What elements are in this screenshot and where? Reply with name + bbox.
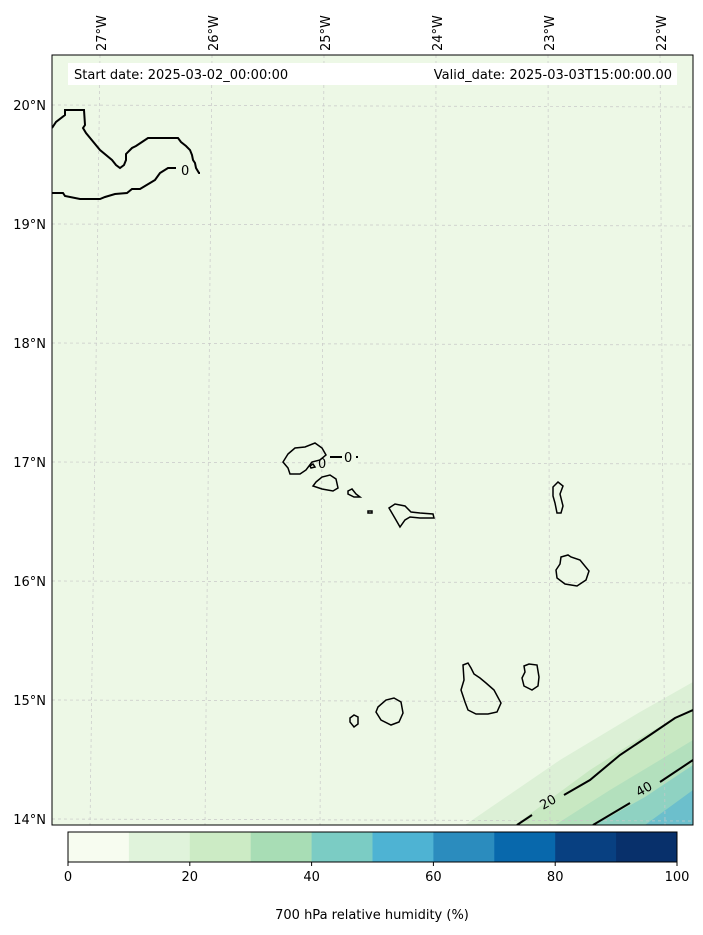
colorbar-tick-label: 60 <box>425 870 442 885</box>
lat-label: 20°N <box>13 99 46 114</box>
island-sal <box>552 480 564 514</box>
island-fogo <box>375 697 404 726</box>
contour-labels: 0 0 0 20 40 <box>176 162 655 813</box>
lon-label: 23°W <box>543 15 558 51</box>
map-frame <box>51 54 694 826</box>
island-santo-antao <box>282 442 327 475</box>
lat-label: 18°N <box>13 337 46 352</box>
colorbar-segment <box>616 832 678 862</box>
colorbar-tick-label: 40 <box>303 870 320 885</box>
colorbar-frame <box>67 831 678 863</box>
date-box <box>68 63 677 85</box>
coastlines <box>282 442 590 729</box>
colorbar-tick-label: 20 <box>182 870 199 885</box>
humidity-field <box>52 55 693 825</box>
colorbar-segment <box>128 832 191 862</box>
island-santiago <box>460 662 502 715</box>
lon-label: 22°W <box>655 15 670 51</box>
island-santa-luzia <box>347 488 363 498</box>
lon-label: 25°W <box>319 15 334 51</box>
latitude-labels: 20°N 19°N 18°N 17°N 16°N 15°N 14°N <box>13 99 46 828</box>
island-maio <box>521 663 540 691</box>
start-date: Start date: 2025-03-02_00:00:00 <box>74 68 288 83</box>
colorbar-segment <box>250 832 313 862</box>
colorbar-segment <box>311 832 373 862</box>
colorbar: 0 20 40 60 80 100 <box>64 831 690 885</box>
longitude-labels: 27°W 26°W 25°W 24°W 23°W 22°W <box>95 15 670 51</box>
lat-label: 15°N <box>13 694 46 709</box>
lat-label: 19°N <box>13 218 46 233</box>
field-background <box>52 55 693 825</box>
contour-label: 20 <box>538 792 560 813</box>
island-raso <box>367 510 373 514</box>
colorbar-segment <box>433 832 495 862</box>
contour-label: 0 <box>181 164 189 179</box>
island-sao-vicente <box>311 474 339 492</box>
valid-date: Valid_date: 2025-03-03T15:00:00.00 <box>434 68 672 83</box>
colorbar-tick-label: 100 <box>665 870 690 885</box>
colorbar-tick-label: 80 <box>547 870 564 885</box>
colorbar-tick-label: 0 <box>64 870 72 885</box>
band-50-60 <box>645 790 693 825</box>
colorbar-segment <box>189 832 252 862</box>
contour-label: 0 <box>344 451 352 466</box>
contour-label: 0 <box>318 457 326 472</box>
graticule <box>52 55 693 825</box>
colorbar-segment <box>555 832 617 862</box>
colorbar-segment <box>494 832 556 862</box>
colorbar-label: 700 hPa relative humidity (%) <box>275 908 469 923</box>
island-boa-vista <box>555 554 590 587</box>
lon-label: 24°W <box>431 15 446 51</box>
colorbar-segment <box>372 832 434 862</box>
colorbar-segment <box>68 832 130 862</box>
contour-0 <box>52 109 693 825</box>
lon-label: 26°W <box>207 15 222 51</box>
island-brava <box>349 714 359 729</box>
lat-label: 16°N <box>13 575 46 590</box>
lon-label: 27°W <box>95 15 110 51</box>
island-sao-nicolau <box>387 503 435 529</box>
contour-label: 40 <box>634 779 656 800</box>
lat-label: 17°N <box>13 456 46 471</box>
lat-label: 14°N <box>13 813 46 828</box>
